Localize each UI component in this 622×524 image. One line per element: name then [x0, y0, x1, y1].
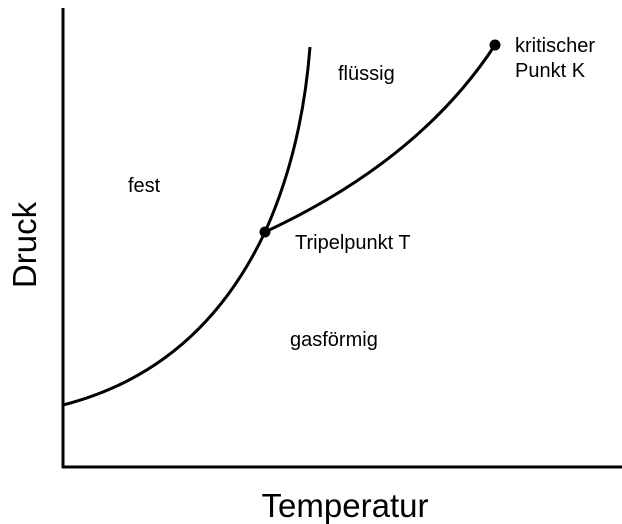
critical-point [489, 39, 501, 51]
region-label: gasförmig [290, 329, 378, 351]
region-label: fest [128, 175, 161, 197]
melting-curve [263, 46, 312, 233]
vaporization-curve [264, 44, 497, 234]
y-axis-label: Druck [6, 201, 43, 288]
triple-point [259, 226, 271, 238]
region-label: flüssig [338, 63, 395, 85]
x-axis-label: Temperatur [262, 487, 429, 524]
sublimation-curve [62, 231, 267, 407]
point-label: Punkt K [515, 60, 586, 82]
point-label: Tripelpunkt T [295, 232, 411, 254]
point-label: kritischer [515, 35, 595, 57]
